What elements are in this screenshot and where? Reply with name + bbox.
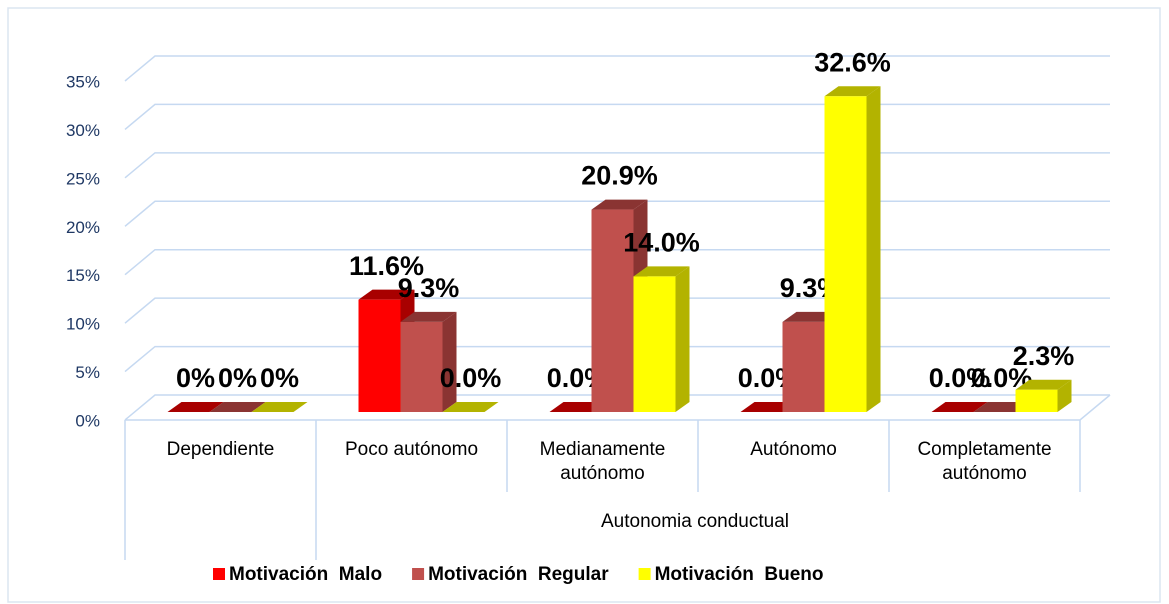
bar — [824, 86, 881, 412]
bar — [1015, 379, 1072, 412]
data-label: 14.0% — [623, 228, 700, 258]
legend-label: Motivación Malo — [229, 564, 382, 585]
bar-top — [400, 311, 457, 322]
bar — [209, 402, 266, 412]
x-tick-label: Autónomo — [750, 439, 837, 460]
data-label: 9.3% — [398, 273, 460, 303]
bar-top — [442, 402, 499, 412]
y-tick-label: 5% — [75, 363, 100, 382]
data-label: 0.0% — [440, 363, 502, 393]
legend-swatch — [638, 568, 651, 580]
y-tick-label: 25% — [66, 169, 100, 188]
y-tick-label: 10% — [66, 315, 100, 334]
data-label: 0.0% — [929, 363, 991, 393]
grid-line — [124, 200, 1110, 227]
x-tick-label: Completamente autónomo — [917, 439, 1051, 484]
grid-line — [124, 103, 1110, 131]
x-axis-title: Autonomia conductual — [601, 511, 789, 532]
grid-line — [124, 55, 1110, 82]
bar — [633, 266, 690, 412]
x-tick-label: Poco autónomo — [345, 439, 478, 460]
legend-swatch — [213, 568, 225, 580]
bar — [167, 402, 224, 412]
bar-top — [591, 199, 648, 210]
bar-side — [866, 86, 881, 412]
grid-line — [124, 297, 1110, 324]
data-label: 0% — [176, 363, 215, 393]
bar-top — [824, 86, 881, 97]
bar-side — [675, 266, 690, 412]
chart-border — [7, 7, 1161, 603]
legend-swatch — [412, 568, 425, 580]
data-label: 0% — [218, 363, 257, 393]
bar-front — [633, 276, 676, 412]
bar-front — [591, 209, 634, 412]
bar-top — [633, 266, 690, 277]
data-label: 0% — [260, 363, 299, 393]
y-tick-label: 35% — [66, 72, 100, 91]
bar — [400, 311, 457, 412]
legend-label: Motivación Regular — [428, 564, 609, 585]
bar-front — [824, 96, 867, 412]
bar — [931, 402, 988, 412]
bar-front — [358, 299, 401, 412]
bar-top — [209, 402, 266, 412]
x-tick-label: Dependiente — [167, 439, 275, 460]
bar-top — [1015, 379, 1072, 390]
x-tick-label: Medianamente autónomo — [540, 439, 666, 484]
data-label: 32.6% — [814, 47, 891, 77]
legend-label: Motivación Bueno — [655, 564, 824, 585]
grid-line — [124, 248, 1110, 276]
y-tick-label: 20% — [66, 218, 100, 237]
y-tick-label: 30% — [66, 121, 100, 140]
bar-top — [358, 289, 415, 300]
y-tick-label: 15% — [66, 266, 100, 285]
grid-line — [124, 152, 1110, 179]
bar-top — [167, 402, 224, 412]
bar-front — [400, 321, 443, 412]
bar — [251, 402, 308, 412]
y-tick-label: 0% — [75, 411, 100, 430]
bar-top — [931, 402, 988, 412]
bar-front — [1015, 389, 1058, 412]
data-label: 11.6% — [349, 251, 424, 281]
bar-front — [782, 321, 825, 412]
bar — [442, 402, 499, 412]
bar-top — [251, 402, 308, 412]
bar-side — [442, 311, 457, 412]
data-label: 20.9% — [581, 161, 658, 191]
data-label: 2.3% — [1013, 341, 1075, 371]
bar-side — [1057, 379, 1072, 412]
